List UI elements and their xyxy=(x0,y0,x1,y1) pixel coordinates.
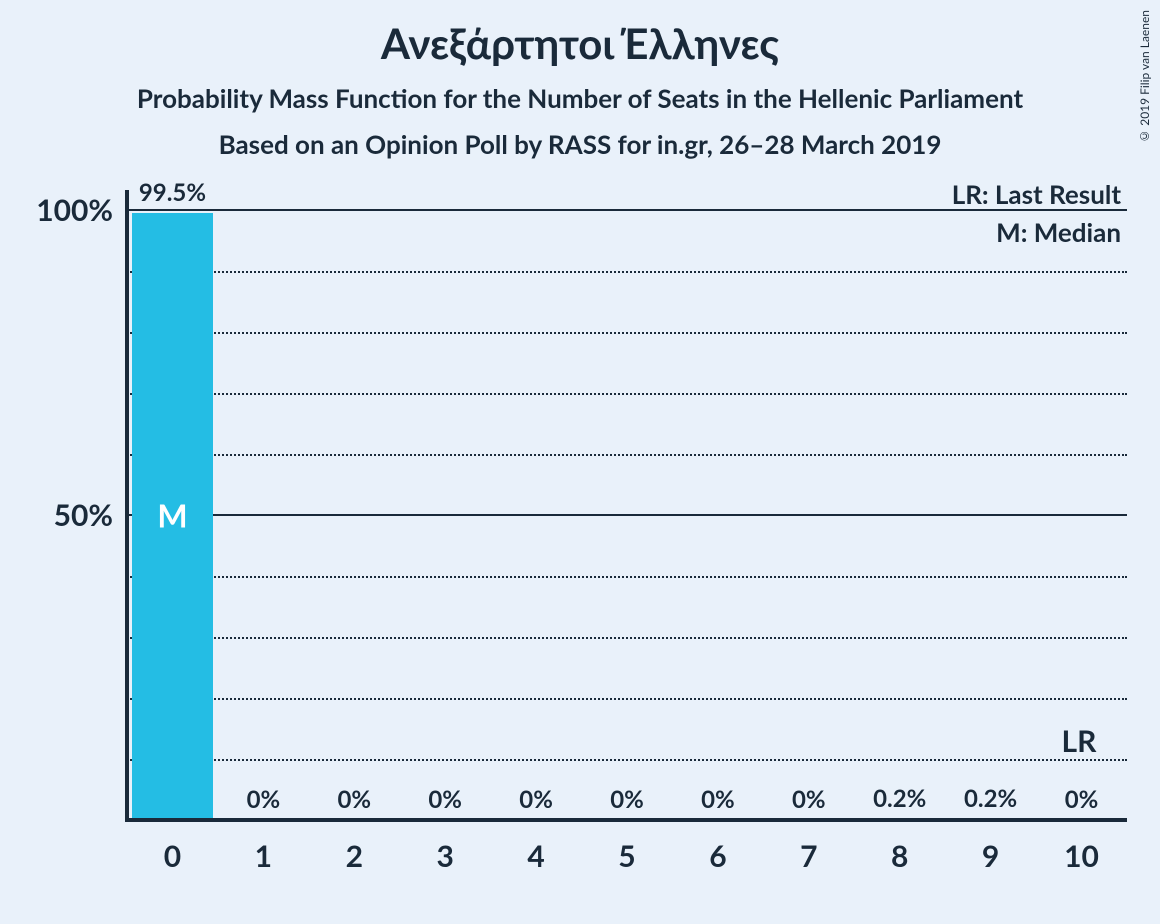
last-result-marker: LR xyxy=(1062,723,1097,759)
chart-subtitle-1: Probability Mass Function for the Number… xyxy=(0,68,1160,114)
bar-value-label: 0.2% xyxy=(873,784,926,813)
xtick-label: 5 xyxy=(618,820,635,874)
xtick-label: 3 xyxy=(436,820,453,874)
bar-value-label: 0% xyxy=(428,785,462,814)
legend-lr: LR: Last Result xyxy=(952,178,1121,210)
bar-value-label: 0% xyxy=(247,785,281,814)
gridline-minor xyxy=(127,332,1127,334)
copyright-text: © 2019 Filip van Laenen xyxy=(1137,10,1152,144)
xtick-label: 8 xyxy=(891,820,908,874)
chart-subtitle-2: Based on an Opinion Poll by RASS for in.… xyxy=(0,114,1160,160)
gridline-major xyxy=(127,514,1127,516)
gridline-minor xyxy=(127,637,1127,639)
legend-median: M: Median xyxy=(996,216,1121,248)
plot-area: 50%100%99.5%00%10%20%30%40%50%60%70.2%80… xyxy=(127,210,1127,820)
xtick-label: 1 xyxy=(255,820,272,874)
bar-value-label: 0% xyxy=(337,785,371,814)
bar-value-label: 0% xyxy=(701,785,735,814)
gridline-minor xyxy=(127,576,1127,578)
y-axis xyxy=(125,190,129,822)
chart-title: Ανεξάρτητοι Έλληνες xyxy=(0,0,1160,68)
bar-value-label: 0% xyxy=(610,785,644,814)
bar-value-label: 0% xyxy=(792,785,826,814)
xtick-label: 9 xyxy=(982,820,999,874)
xtick-label: 2 xyxy=(346,820,363,874)
xtick-label: 10 xyxy=(1064,820,1099,874)
xtick-label: 7 xyxy=(800,820,817,874)
bar-value-label: 0% xyxy=(519,785,553,814)
gridline-minor xyxy=(127,454,1127,456)
xtick-label: 6 xyxy=(709,820,726,874)
bar-value-label: 0% xyxy=(1065,785,1099,814)
gridline-minor xyxy=(127,698,1127,700)
bar-value-label: 0.2% xyxy=(964,784,1017,813)
median-marker: M xyxy=(157,496,187,535)
gridline-minor xyxy=(127,393,1127,395)
ytick-label: 100% xyxy=(36,192,127,228)
xtick-label: 0 xyxy=(164,820,181,874)
xtick-label: 4 xyxy=(527,820,544,874)
gridline-minor xyxy=(127,271,1127,273)
gridline-minor xyxy=(127,759,1127,761)
x-axis xyxy=(125,818,1127,822)
bar-value-label: 99.5% xyxy=(139,178,206,207)
ytick-label: 50% xyxy=(54,497,127,533)
